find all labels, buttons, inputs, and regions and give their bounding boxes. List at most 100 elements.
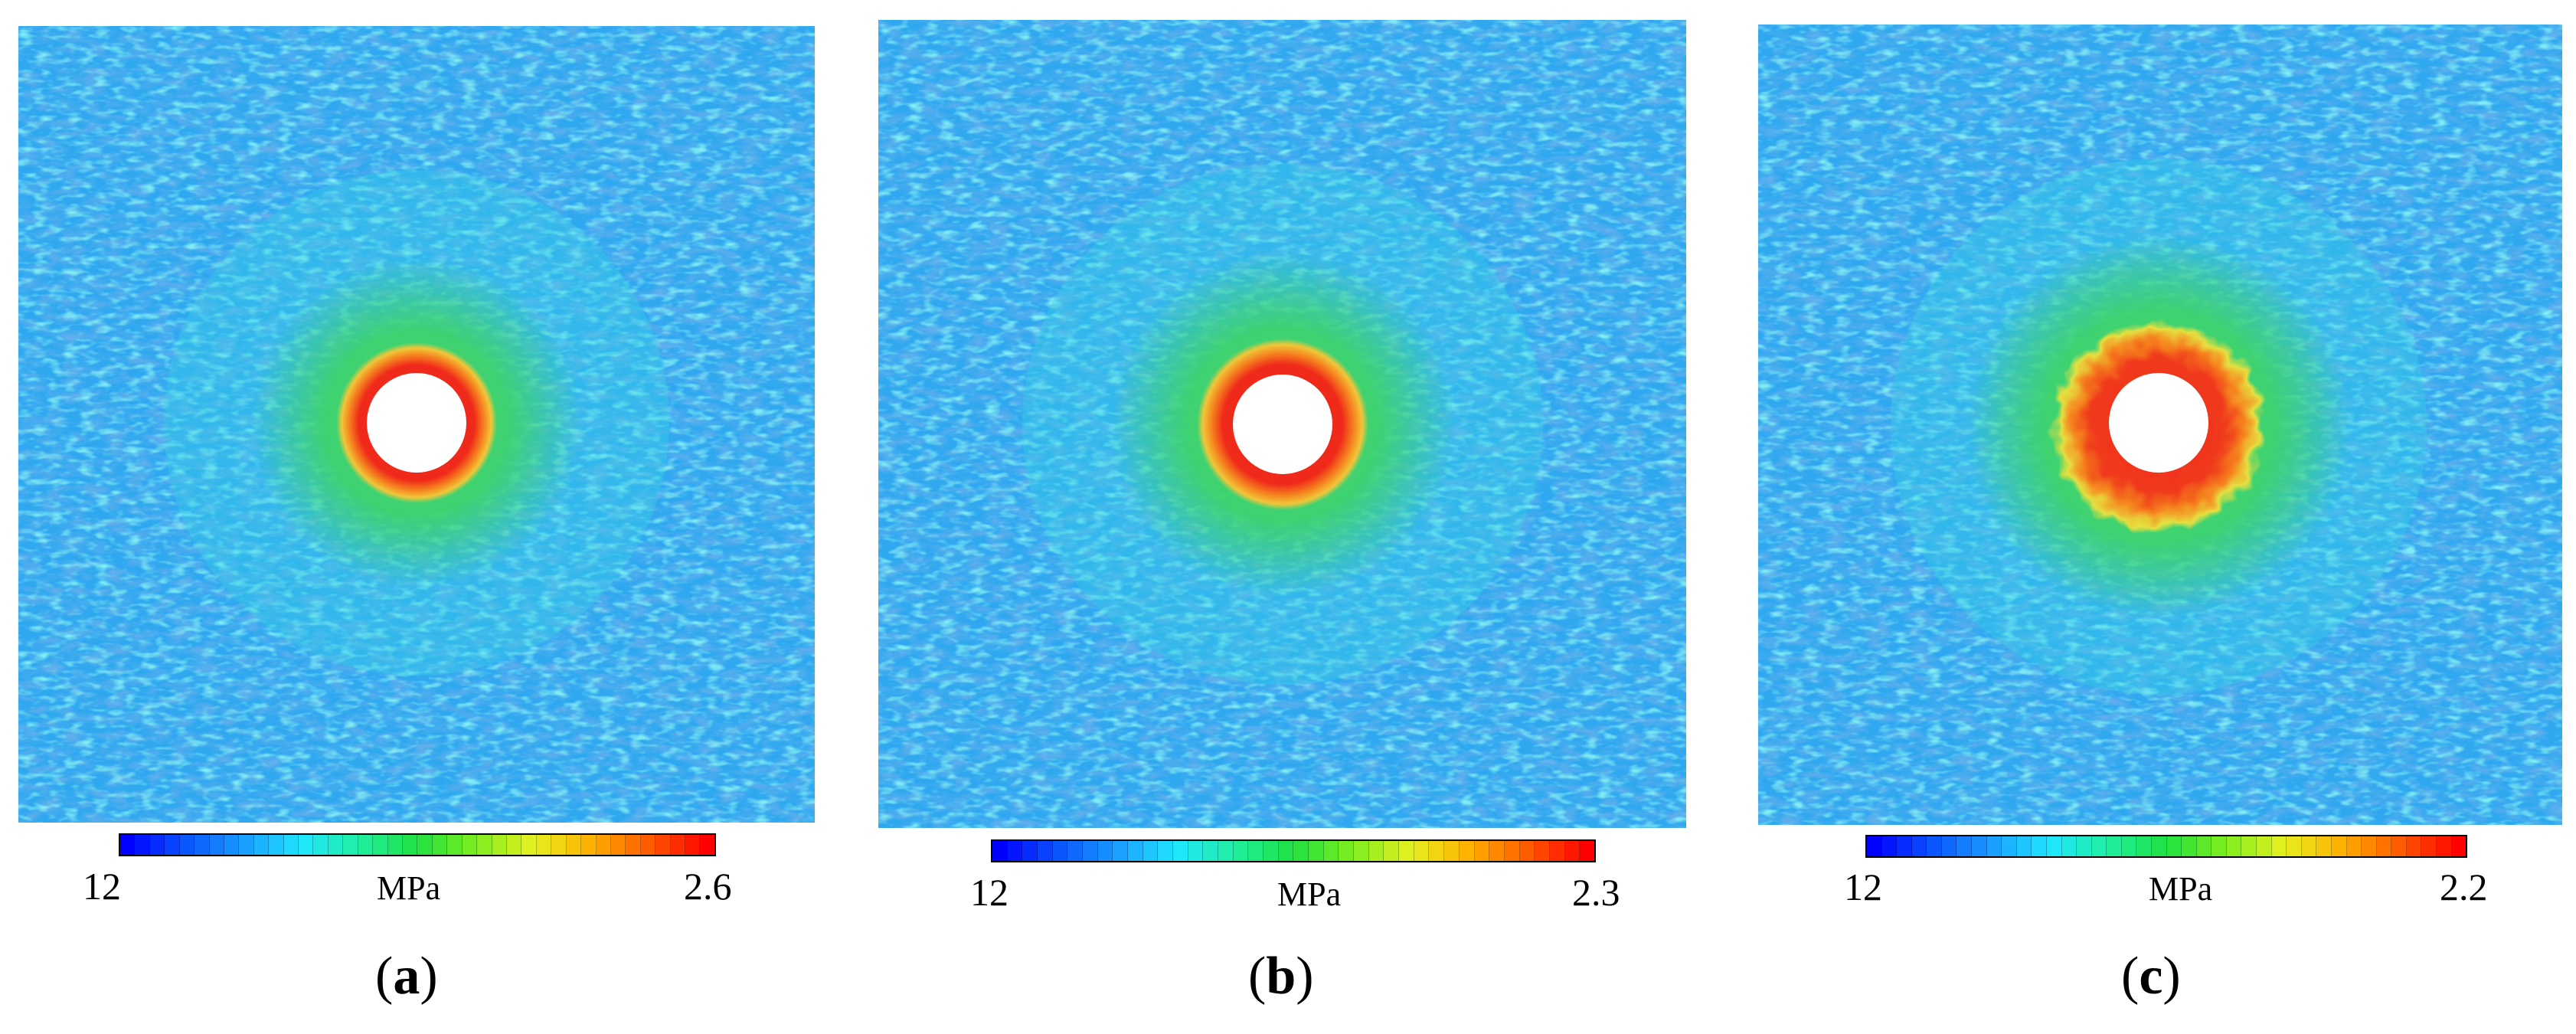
colorbar-cell <box>2301 836 2317 856</box>
colorbar-cell <box>417 835 433 855</box>
colorbar-cell <box>2136 836 2152 856</box>
colorbar-cell <box>492 835 507 855</box>
stress-field-b <box>878 20 1686 828</box>
colorbar-unit-label-c: MPa <box>2149 870 2213 908</box>
caption-paren-close-c: ) <box>2162 947 2181 1006</box>
panel-caption-c: (c) <box>2121 950 2181 1003</box>
colorbar-cell <box>447 835 463 855</box>
colorbar-cell <box>1911 836 1927 856</box>
borehole-c <box>2109 373 2208 473</box>
caption-letter-b: b <box>1266 947 1296 1006</box>
colorbar-cell <box>195 835 210 855</box>
colorbar-cell <box>253 835 270 855</box>
colorbar-a <box>119 833 716 856</box>
colorbar-cell <box>2257 836 2272 856</box>
panel-a: 12 MPa 2.6 (a) <box>0 0 842 1034</box>
colorbar-cell <box>1007 841 1023 861</box>
colorbar-cell <box>1278 841 1294 861</box>
colorbar-cell <box>2016 836 2032 856</box>
colorbar-c <box>1865 835 2467 858</box>
borehole-b <box>1233 375 1332 474</box>
colorbar-cell <box>670 835 686 855</box>
colorbar-cell <box>1927 836 1942 856</box>
colorbar-cell <box>1368 841 1384 861</box>
colorbar-cell <box>2376 836 2392 856</box>
colorbar-cell <box>2032 836 2047 856</box>
colorbar-cell <box>1535 841 1550 861</box>
colorbar-cell <box>1293 841 1309 861</box>
colorbar-cell <box>299 835 314 855</box>
colorbar-cell <box>2287 836 2302 856</box>
colorbar-cell <box>1339 841 1355 861</box>
colorbar-cell <box>685 835 701 855</box>
colorbar-min-label-a: 12 <box>83 865 121 908</box>
colorbar-cell <box>1263 841 1279 861</box>
colorbar-cell <box>551 835 567 855</box>
colorbar-cell <box>432 835 448 855</box>
colorbar-cell <box>1384 841 1400 861</box>
colorbar-cell <box>2091 836 2107 856</box>
colorbar-cell <box>343 835 358 855</box>
colorbar-cell <box>1113 841 1129 861</box>
colorbar-cell <box>1097 841 1113 861</box>
colorbar-cell <box>358 835 374 855</box>
colorbar-cell <box>2077 836 2092 856</box>
colorbar-cell <box>1519 841 1535 861</box>
caption-paren-close-b: ) <box>1296 947 1314 1006</box>
colorbar-cell <box>2002 836 2017 856</box>
colorbar-cell <box>1309 841 1324 861</box>
colorbar-cell <box>179 835 195 855</box>
colorbar-cell <box>1158 841 1174 861</box>
colorbar-cell <box>2061 836 2077 856</box>
caption-paren-open-a: ( <box>375 947 394 1006</box>
colorbar-unit-label-b: MPa <box>1277 875 1342 913</box>
colorbar-cell <box>1881 836 1898 856</box>
colorbar-cell <box>610 835 626 855</box>
borehole-a <box>367 373 466 473</box>
colorbar-cell <box>640 835 656 855</box>
colorbar-cell <box>1414 841 1430 861</box>
colorbar-cell <box>387 835 404 855</box>
colorbar-cell <box>1173 841 1188 861</box>
colorbar-cell <box>120 835 136 855</box>
colorbar-cell <box>2346 836 2362 856</box>
colorbar-cell <box>1564 841 1581 861</box>
colorbar-cell <box>2406 836 2422 856</box>
colorbar-cell <box>373 835 388 855</box>
colorbar-cell <box>1188 841 1204 861</box>
colorbar-cell <box>655 835 671 855</box>
colorbar-cell <box>506 835 522 855</box>
colorbar-cell <box>2316 836 2332 856</box>
colorbar-cell <box>283 835 299 855</box>
colorbar-cell <box>1022 841 1038 861</box>
stress-field-c <box>1758 25 2562 825</box>
colorbar-cell <box>149 835 165 855</box>
colorbar-cell <box>2182 836 2197 856</box>
colorbar-max-label-c: 2.2 <box>2440 865 2488 908</box>
colorbar-cell <box>2451 836 2466 856</box>
panel-c: 12 MPa 2.2 (c) <box>1738 0 2576 1034</box>
colorbar-cell <box>536 835 552 855</box>
panel-caption-a: (a) <box>375 950 438 1003</box>
colorbar-cell <box>2212 836 2227 856</box>
colorbar-cell <box>1459 841 1475 861</box>
colorbar-cell <box>2151 836 2167 856</box>
colorbar-b <box>991 839 1596 862</box>
colorbar-cell <box>1580 841 1594 861</box>
colorbar-cell <box>165 835 180 855</box>
colorbar-cell <box>403 835 418 855</box>
colorbar-cell <box>1218 841 1234 861</box>
colorbar-cell <box>700 835 714 855</box>
colorbar-cell <box>2391 836 2407 856</box>
stress-field-a <box>18 26 815 823</box>
colorbar-cell <box>1323 841 1339 861</box>
colorbar-cell <box>2331 836 2347 856</box>
colorbar-cell <box>1957 836 1973 856</box>
colorbar-cell <box>2226 836 2242 856</box>
colorbar-cell <box>1972 836 1987 856</box>
colorbar-cell <box>269 835 284 855</box>
colorbar-min-label-b: 12 <box>970 871 1008 914</box>
colorbar-cell <box>566 835 582 855</box>
colorbar-cell <box>1941 836 1957 856</box>
colorbar-cell <box>1504 841 1520 861</box>
